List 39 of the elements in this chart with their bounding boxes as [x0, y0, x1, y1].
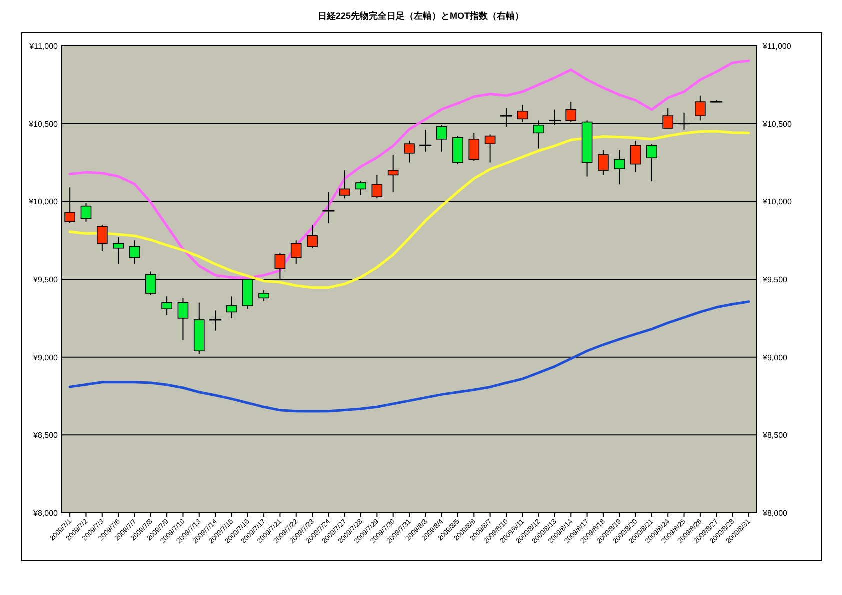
candlestick — [356, 180, 366, 196]
y2-tick-label: ¥10,500 — [762, 120, 792, 129]
y2-tick-label: ¥8,500 — [762, 431, 788, 440]
candlestick — [695, 95, 706, 122]
candlestick — [404, 140, 415, 164]
candlestick — [484, 134, 496, 164]
candlestick — [646, 144, 658, 182]
y-tick-label: ¥8,500 — [32, 431, 59, 440]
chart-title: 日経225先物完全日足（左軸）とMOT指数（右軸） — [318, 11, 524, 21]
candlestick — [96, 224, 108, 252]
y2-tick-label: ¥8,000 — [762, 509, 788, 518]
candlestick — [339, 170, 350, 200]
candlestick — [598, 150, 609, 176]
line-series — [68, 130, 750, 289]
line-series — [68, 300, 750, 413]
candlestick — [614, 150, 626, 186]
y2-tick-label: ¥11,000 — [762, 42, 792, 51]
y-tick-label: ¥11,000 — [28, 42, 59, 51]
line-series — [68, 60, 750, 280]
candlestick — [372, 174, 383, 200]
candlestick — [468, 132, 480, 162]
candlestick — [162, 296, 172, 316]
y-tick-label: ¥10,500 — [28, 120, 59, 129]
candlestick — [258, 290, 270, 302]
y-tick-label: ¥10,000 — [28, 198, 59, 207]
candlestick — [290, 240, 302, 264]
y-tick-label: ¥8,000 — [32, 509, 59, 518]
candlestick — [388, 154, 399, 193]
y-tick-label: ¥9,500 — [32, 276, 59, 284]
candlestick — [630, 140, 642, 173]
y-tick-label: ¥9,000 — [32, 353, 59, 362]
candlestick — [226, 296, 238, 319]
y2-tick-label: ¥10,000 — [762, 198, 792, 207]
y2-tick-label: ¥9,500 — [762, 276, 788, 284]
candlestick — [307, 224, 318, 249]
candlestick — [178, 298, 189, 341]
candlestick — [129, 240, 140, 264]
candlestick — [113, 236, 124, 264]
y2-tick-label: ¥9,000 — [762, 353, 788, 362]
